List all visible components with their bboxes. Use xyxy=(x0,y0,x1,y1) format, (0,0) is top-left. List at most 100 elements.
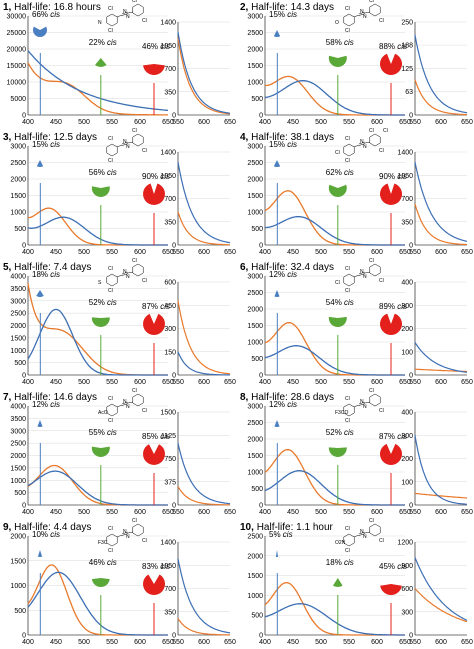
inset-y-tick-label: 0 xyxy=(409,503,413,510)
x-tick-label: 650 xyxy=(399,509,411,516)
benzene-ring-right xyxy=(132,263,144,277)
x-tick-label: 400 xyxy=(259,249,271,256)
green-cis-pie xyxy=(91,186,110,197)
azo-nitrogen-label: N xyxy=(360,139,364,145)
inset-y-tick-label: 0 xyxy=(172,503,176,510)
red-cis-pie xyxy=(380,53,402,75)
azo-bond xyxy=(116,531,134,538)
y-tick-label: 2500 xyxy=(247,534,263,541)
inset-chart: 0 300 600 900 1200 550 600 650 xyxy=(397,540,473,647)
panel-6: 6, Half-life: 32.4 days05001000150020002… xyxy=(240,258,473,386)
inset-x-tick-label: 550 xyxy=(172,119,184,126)
cis-value: 90% xyxy=(379,172,397,181)
y-tick-label: 2500 xyxy=(247,30,263,37)
y-tick-label: 1500 xyxy=(10,193,26,200)
benzene-ring-right xyxy=(369,263,381,277)
y-tick-label: 2000 xyxy=(247,553,263,560)
blue-cis-pie xyxy=(275,550,279,557)
cis-value: 15% xyxy=(269,10,287,19)
azobenzene-structure: NN Cl Cl Cl Cl Cl xyxy=(335,258,384,294)
green-cis-pie xyxy=(95,58,107,67)
inset-y-tick-label: 300 xyxy=(401,303,413,310)
blue-cis-pie xyxy=(274,290,280,298)
inset-y-tick-label: 0 xyxy=(172,373,176,380)
inset-chart: 0 350 700 1050 1400 550 600 650 xyxy=(397,150,473,257)
substituent-label: Cl xyxy=(108,28,113,34)
inset-x-tick-label: 650 xyxy=(461,379,473,386)
substituent-label: Cl xyxy=(142,278,147,284)
inset-x-tick-label: 550 xyxy=(409,379,421,386)
x-tick-label: 550 xyxy=(343,639,355,646)
y-tick-label: 1500 xyxy=(247,573,263,580)
cis-percentage-label: 55% cis xyxy=(89,428,117,437)
substituent-label: Cl xyxy=(108,418,113,424)
y-tick-label: 500 xyxy=(251,96,263,103)
azobenzene-structure: NN Cl Cl Cl Cl O xyxy=(335,0,384,34)
red-cis-pie xyxy=(143,444,165,466)
substituent-label: Cl xyxy=(369,258,374,264)
green-cis-pie xyxy=(91,578,110,588)
blue-spectrum-line xyxy=(27,50,169,112)
green-cis-pie xyxy=(332,578,343,587)
half-life-label: Half-life: 32.4 days xyxy=(251,262,334,273)
inset-x-tick-label: 600 xyxy=(435,639,447,646)
azo-bond xyxy=(353,271,371,278)
y-tick-label: 1500 xyxy=(10,465,26,472)
azo-nitrogen-label: N xyxy=(363,534,367,540)
inset-y-tick-label: 0 xyxy=(172,113,176,120)
y-tick-label: 0 xyxy=(22,113,26,120)
green-cis-pie xyxy=(91,446,110,457)
x-tick-label: 450 xyxy=(287,249,299,256)
red-cis-pie xyxy=(380,584,402,595)
cis-word: cis xyxy=(344,298,354,307)
panel-header: 6, Half-life: 32.4 days xyxy=(240,262,334,273)
x-tick-label: 500 xyxy=(315,379,327,386)
cis-percentage-label: 46% cis xyxy=(142,42,170,51)
x-tick-label: 600 xyxy=(134,379,146,386)
inset-y-tick-label: 750 xyxy=(164,456,176,463)
blue-cis-pie xyxy=(37,420,43,428)
benzene-ring-right xyxy=(132,133,144,147)
azo-nitrogen-label: N xyxy=(363,14,367,20)
y-tick-label: 0 xyxy=(22,633,26,640)
panel-header: 3, Half-life: 12.5 days xyxy=(3,132,97,143)
azo-bond xyxy=(353,11,371,18)
panel-header: 2, Half-life: 14.3 days xyxy=(240,2,334,13)
cis-value: 62% xyxy=(326,168,344,177)
inset-chart: 0 350 700 1050 1400 550 600 650 xyxy=(160,150,236,257)
inset-y-tick-label: 700 xyxy=(164,66,176,73)
azo-bond xyxy=(116,271,134,278)
inset-x-tick-label: 650 xyxy=(461,249,473,256)
x-tick-label: 650 xyxy=(399,249,411,256)
x-tick-label: 450 xyxy=(50,249,62,256)
substituent-label: Cl xyxy=(108,526,113,532)
x-tick-label: 400 xyxy=(259,639,271,646)
y-tick-label: 10000 xyxy=(7,80,27,87)
inset-orange-line xyxy=(177,211,230,246)
inset-blue-line xyxy=(177,558,231,634)
panel-header: 8, Half-life: 28.6 days xyxy=(240,392,334,403)
substituent-label: Cl xyxy=(345,266,350,272)
inset-orange-line xyxy=(177,300,231,375)
y-tick-label: 2000 xyxy=(10,534,26,541)
inset-y-tick-label: 0 xyxy=(172,633,176,640)
inset-orange-line xyxy=(177,38,231,115)
cis-word: cis xyxy=(283,530,293,539)
inset-x-tick-label: 600 xyxy=(435,249,447,256)
inset-y-tick-label: 1400 xyxy=(160,150,176,157)
inset-chart: 0 350 700 1050 1400 550 600 650 xyxy=(160,20,236,127)
blue-cis-pie xyxy=(36,290,44,297)
y-tick-label: 500 xyxy=(251,613,263,620)
inset-y-tick-label: 150 xyxy=(164,349,176,356)
cis-percentage-label: 56% cis xyxy=(89,168,117,177)
inset-y-tick-label: 600 xyxy=(164,280,176,287)
inset-x-tick-label: 550 xyxy=(409,509,421,516)
y-tick-label: 500 xyxy=(251,226,263,233)
substituent-label: Cl xyxy=(108,288,113,294)
inset-blue-line xyxy=(177,161,231,244)
blue-spectrum-line xyxy=(27,308,168,376)
blue-spectrum-line xyxy=(265,215,405,246)
cis-word: cis xyxy=(397,432,407,441)
x-tick-label: 500 xyxy=(315,249,327,256)
